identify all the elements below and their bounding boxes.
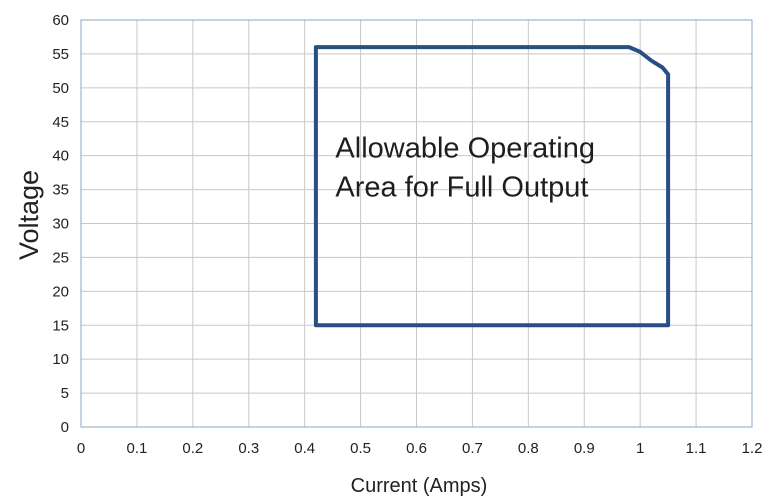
x-tick-label: 0.4 — [294, 440, 315, 457]
y-tick-labels: 0 5 10 15 20 25 30 35 40 45 50 55 60 — [52, 12, 69, 436]
y-tick-label: 45 — [52, 114, 69, 131]
x-tick-label: 0.9 — [574, 440, 595, 457]
x-tick-label: 1.1 — [686, 440, 707, 457]
y-tick-label: 30 — [52, 216, 69, 233]
y-tick-label: 5 — [61, 385, 69, 402]
x-tick-label: 0.5 — [350, 440, 371, 457]
y-tick-label: 40 — [52, 148, 69, 165]
x-tick-label: 0.3 — [238, 440, 259, 457]
x-tick-labels: 0 0.1 0.2 0.3 0.4 0.5 0.6 0.7 0.8 0.9 1 1.1 1.2 — [77, 440, 763, 457]
annotation-line: Allowable Operating — [335, 133, 595, 165]
x-tick-label: 1 — [636, 440, 644, 457]
y-tick-label: 55 — [52, 46, 69, 63]
x-tick-label: 0.1 — [126, 440, 147, 457]
y-tick-label: 60 — [52, 12, 69, 29]
y-tick-label: 50 — [52, 80, 69, 97]
x-tick-label: 1.2 — [742, 440, 763, 457]
x-tick-label: 0 — [77, 440, 85, 457]
x-axis-label: Current (Amps) — [351, 475, 488, 497]
operating-area-outline — [313, 45, 671, 328]
x-tick-label: 0.2 — [182, 440, 203, 457]
y-tick-label: 25 — [52, 249, 69, 266]
annotation: Allowable Operating Area for Full Output — [335, 133, 595, 204]
y-tick-label: 10 — [52, 351, 69, 368]
x-tick-label: 0.6 — [406, 440, 427, 457]
y-tick-label: 35 — [52, 182, 69, 199]
x-tick-label: 0.7 — [462, 440, 483, 457]
y-axis-label: Voltage — [14, 170, 44, 260]
series-group — [313, 45, 671, 328]
y-tick-label: 0 — [61, 419, 69, 436]
plot-area-border — [80, 19, 753, 428]
y-tick-label: 20 — [52, 283, 69, 300]
y-tick-label: 15 — [52, 317, 69, 334]
x-tick-label: 0.8 — [518, 440, 539, 457]
annotation-line: Area for Full Output — [335, 172, 588, 204]
